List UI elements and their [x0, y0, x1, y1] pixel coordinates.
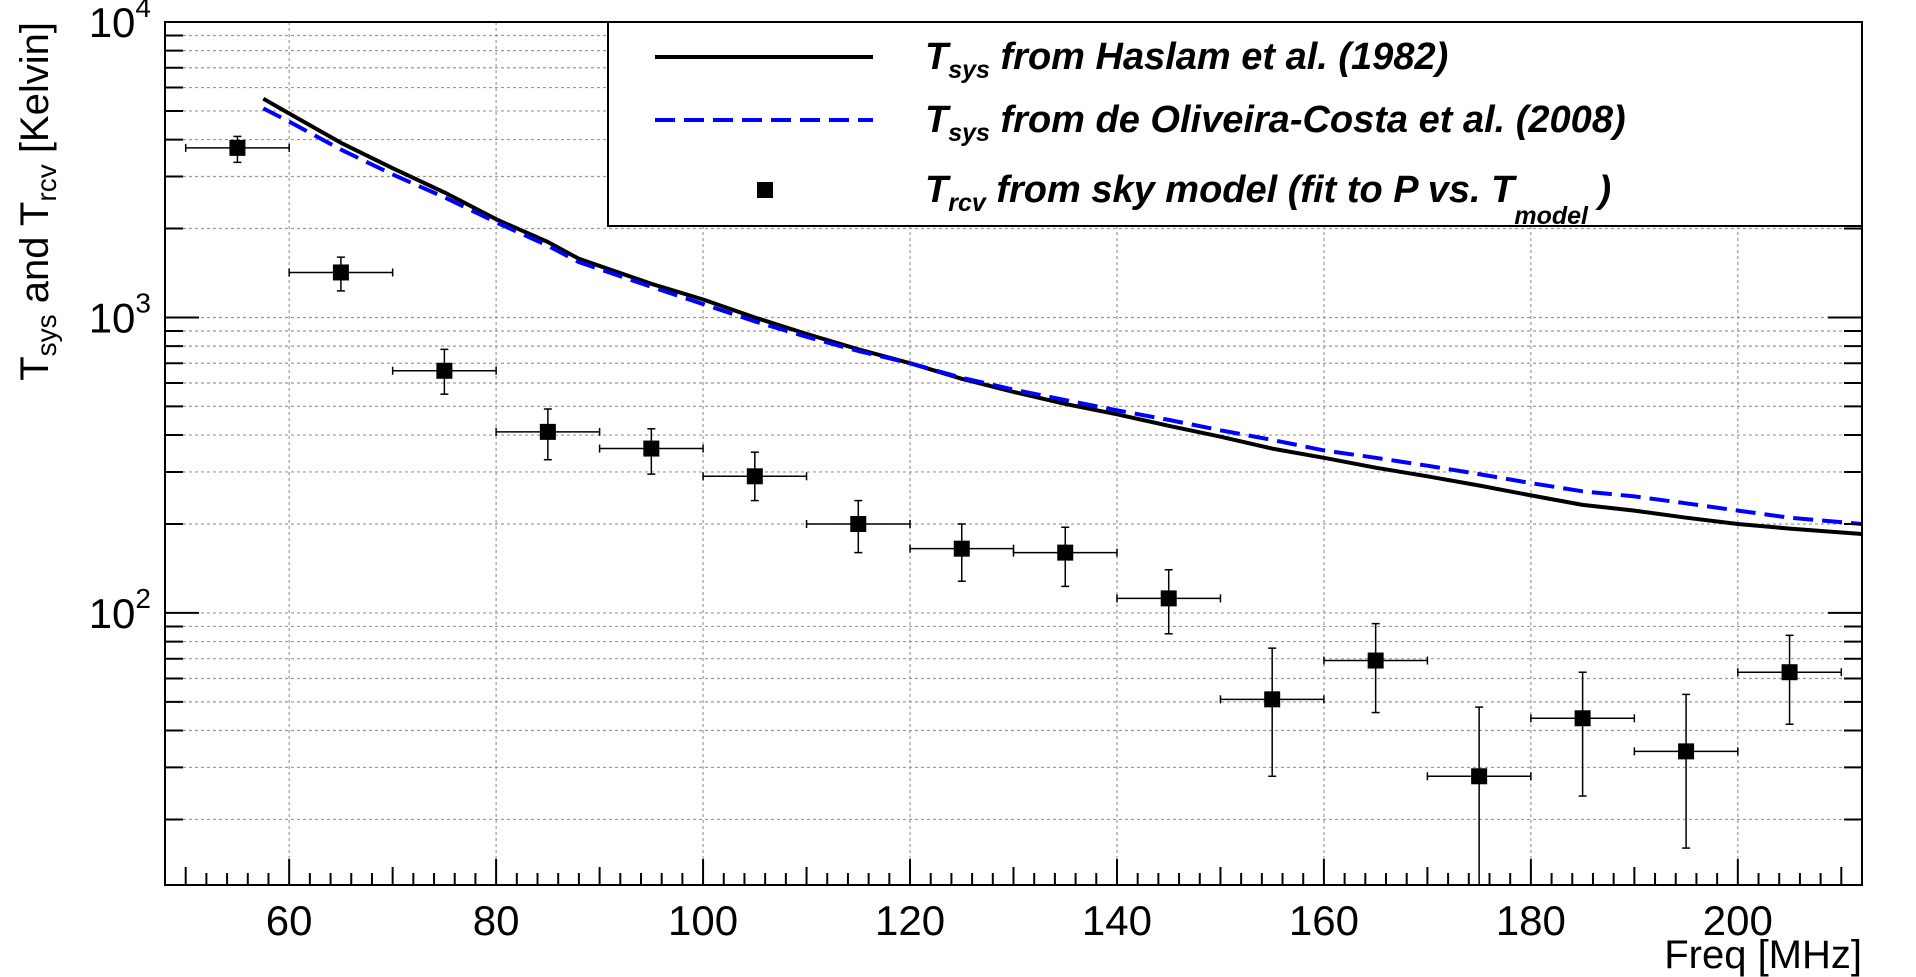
y-axis-title-sub2: rcv [31, 164, 62, 201]
legend-entry-trcv-sub2: model [1514, 202, 1589, 230]
legend-entry-deoliveira-sub: sys [948, 119, 990, 147]
x-tick-label: 140 [1082, 897, 1152, 944]
y-axis-title: Tsys and Trcv [Kelvin] [13, 22, 62, 381]
x-tick-label: 200 [1703, 897, 1773, 944]
trcv-point [1678, 743, 1695, 760]
trcv-point [436, 362, 453, 379]
trcv-point [1574, 710, 1591, 727]
x-tick-label: 80 [473, 897, 520, 944]
y-tick-label-exp: 2 [135, 583, 151, 614]
trcv-point [1781, 664, 1798, 681]
y-axis-title-tail: [Kelvin] [13, 22, 57, 164]
trcv-point [229, 139, 246, 156]
trcv-point [332, 264, 349, 281]
y-tick-label: 102 [89, 583, 151, 637]
y-axis-title-sub1: sys [31, 314, 62, 356]
legend-entry-trcv: Trcv from sky model (fit to P vs. Tmodel… [925, 169, 1611, 230]
legend-entry-haslam-main: T [925, 36, 951, 78]
x-tick-label: 60 [266, 897, 313, 944]
trcv-point [1367, 652, 1384, 669]
x-tick-label: 160 [1289, 897, 1359, 944]
y-tick-label: 103 [89, 287, 151, 341]
y-tick-label-base: 10 [89, 294, 136, 341]
x-axis-title: Freq [MHz] [1664, 933, 1862, 977]
legend-entry-deoliveira-text: from de Oliveira-Costa et al. (2008) [990, 99, 1626, 141]
axis-ticks [165, 21, 1863, 885]
legend-entry-haslam: Tsys from Haslam et al. (1982) [925, 36, 1448, 84]
trcv-point [850, 515, 867, 532]
legend: Tsys from Haslam et al. (1982) Tsys from… [607, 21, 1863, 230]
trcv-point [1160, 590, 1177, 607]
y-tick-label-base: 10 [89, 590, 136, 637]
y-axis-title-main: T [13, 356, 57, 380]
legend-entry-deoliveira: Tsys from de Oliveira-Costa et al. (2008… [925, 99, 1626, 147]
trcv-point [643, 440, 660, 457]
y-tick-label-exp: 4 [135, 0, 151, 23]
y-tick-label: 104 [89, 0, 151, 46]
x-tick-label: 100 [668, 897, 738, 944]
legend-entry-trcv-tail: ) [1588, 169, 1611, 211]
x-tick-label: 120 [875, 897, 945, 944]
legend-entry-deoliveira-main: T [925, 99, 951, 141]
series-layer [262, 96, 1863, 536]
marker-layer [184, 135, 1843, 886]
trcv-point [953, 540, 970, 557]
legend-swatch-trcv [757, 182, 773, 198]
trcv-point [1057, 544, 1074, 561]
legend-entry-trcv-main: T [925, 169, 951, 211]
legend-entry-trcv-sub: rcv [948, 189, 988, 217]
y-axis-title-mid: and T [13, 202, 57, 315]
legend-entry-haslam-text: from Haslam et al. (1982) [990, 36, 1448, 78]
series-line-haslam [262, 96, 1863, 536]
trcv-point [746, 468, 763, 485]
trcv-point [1471, 768, 1488, 785]
legend-entry-haslam-sub: sys [948, 56, 990, 84]
series-line-deoliveira [262, 106, 1863, 526]
y-tick-label-exp: 3 [135, 287, 151, 318]
x-tick-label: 180 [1496, 897, 1566, 944]
legend-entry-trcv-text: from sky model (fit to P vs. T [986, 169, 1517, 211]
trcv-point [1264, 691, 1281, 708]
trcv-point [539, 423, 556, 440]
y-tick-label-base: 10 [89, 0, 136, 46]
